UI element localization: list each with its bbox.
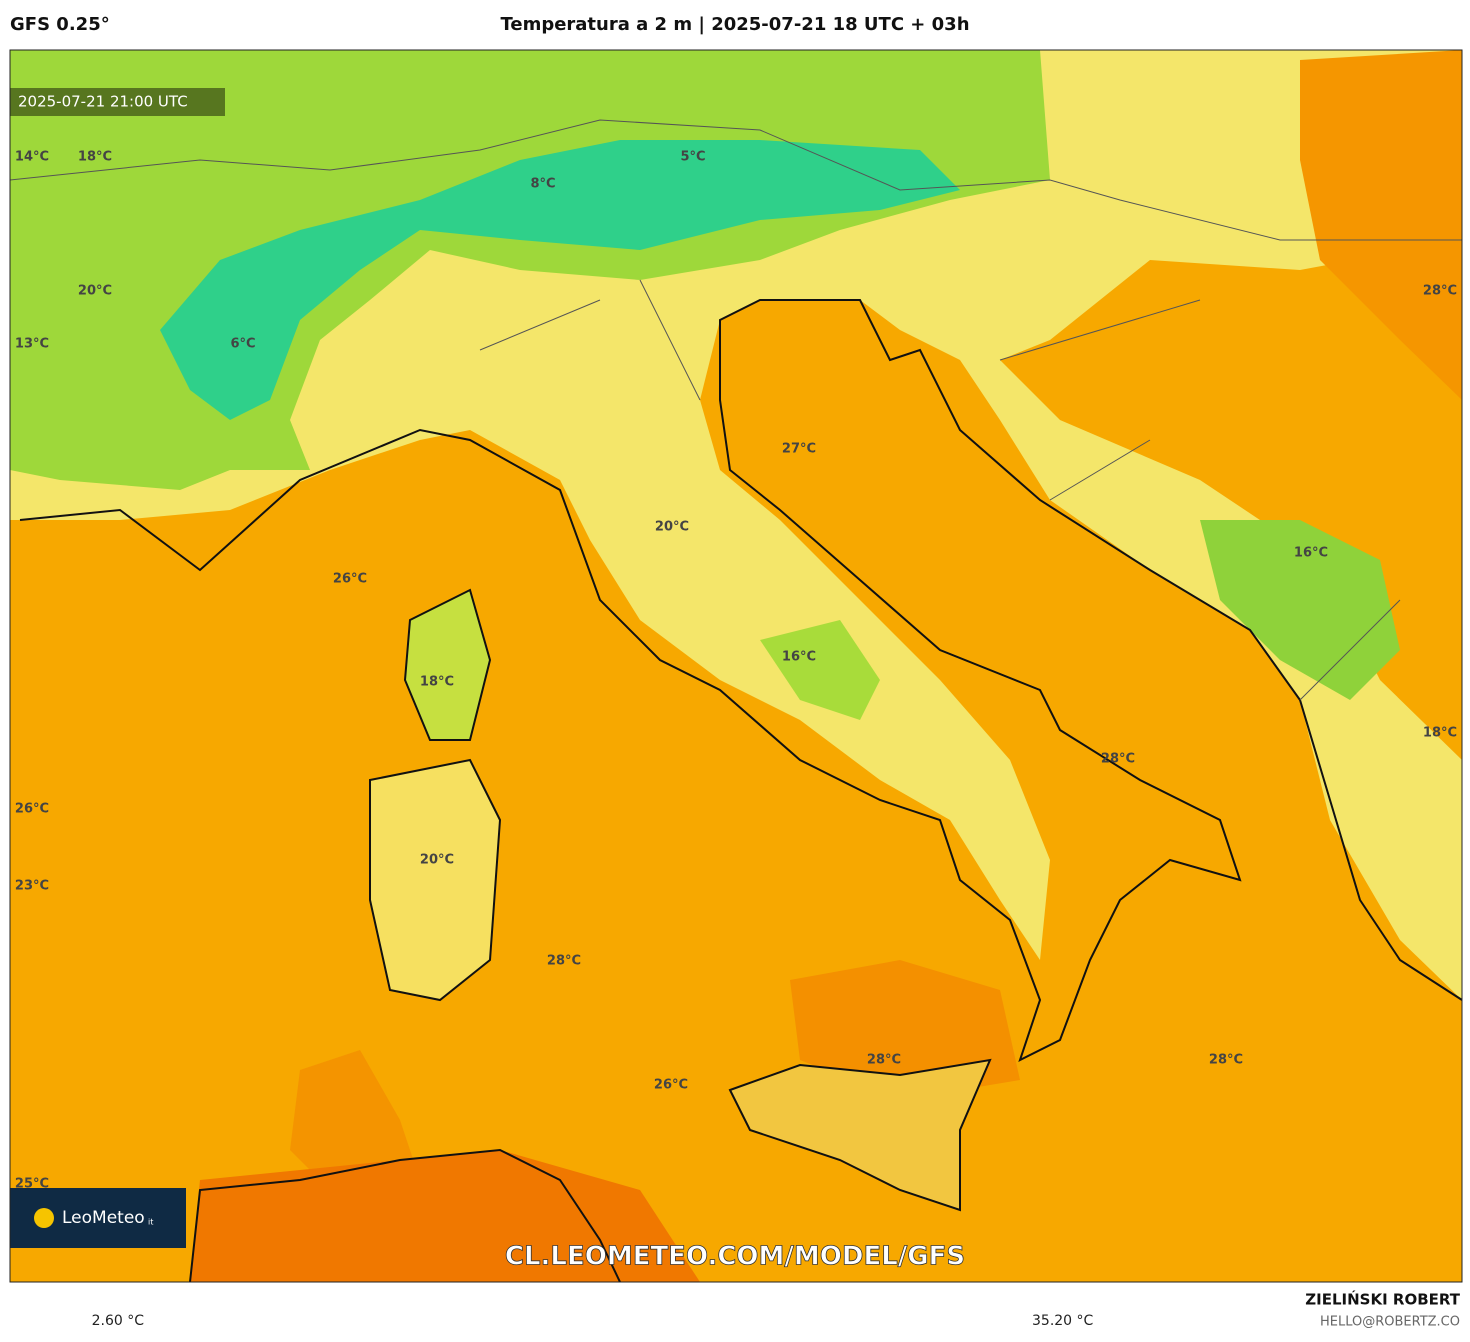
- temperature-label: 16°C: [1294, 546, 1328, 561]
- map: 2025-07-21 21:00 UTC 14°C 18°C 5°C 8°C 20°C 2…: [10, 50, 1462, 1282]
- temperature-label: 26°C: [15, 802, 49, 817]
- temperature-label: 6°C: [230, 337, 255, 352]
- temperature-label: 28°C: [1101, 752, 1135, 767]
- logo-suffix: it: [148, 1218, 153, 1227]
- temperature-label: 28°C: [867, 1053, 901, 1068]
- email: HELLO@ROBERTZ.CO: [1320, 1315, 1460, 1330]
- temperature-label: 28°C: [547, 954, 581, 969]
- temperature-label: 5°C: [680, 150, 705, 165]
- islands: [369, 588, 992, 1212]
- temperature-label: 28°C: [1423, 284, 1457, 299]
- africa-hot: [190, 1150, 700, 1282]
- author: ZIELIŃSKI ROBERT: [1305, 1290, 1460, 1309]
- watermark: CL.LEOMETEO.COM/MODEL/GFS: [505, 1242, 965, 1272]
- temperature-label: 20°C: [655, 520, 689, 535]
- temperature-label: 20°C: [78, 284, 112, 299]
- corsica: [405, 590, 490, 740]
- temperature-label: 20°C: [420, 853, 454, 868]
- coastline: [19, 299, 1462, 1062]
- temperature-label: 18°C: [78, 150, 112, 165]
- temperature-label: 25°C: [15, 1177, 49, 1192]
- model-name: GFS 0.25°: [10, 14, 110, 35]
- east-warm: [1300, 50, 1462, 400]
- temperature-label: 28°C: [1209, 1053, 1243, 1068]
- logo-sun: [34, 1208, 54, 1228]
- temperature-label: 18°C: [1423, 726, 1457, 741]
- temperature-label: 26°C: [654, 1078, 688, 1093]
- alps-cold: [160, 140, 960, 420]
- africa-coast: [189, 1148, 621, 1282]
- temperature-label: 13°C: [15, 337, 49, 352]
- sardinia: [370, 760, 500, 1000]
- temperature-label: 26°C: [333, 572, 367, 587]
- temperature-label: 23°C: [15, 879, 49, 894]
- apennine-cool: [760, 620, 880, 720]
- temperature-label: 18°C: [420, 675, 454, 690]
- borders: [10, 119, 1462, 701]
- valid-time: 2025-07-21 21:00 UTC: [18, 93, 188, 111]
- temperature-label: 16°C: [782, 650, 816, 665]
- colorbar-max: 35.20 °C: [1032, 1313, 1094, 1329]
- time-box: [10, 88, 225, 116]
- map-frame: [9, 49, 1463, 1283]
- temperature-label: 14°C: [15, 150, 49, 165]
- temperature-label: 27°C: [782, 442, 816, 457]
- temperature-label: 8°C: [530, 177, 555, 192]
- map-title: Temperatura a 2 m | 2025-07-21 18 UTC + …: [500, 14, 969, 35]
- logo: LeoMeteo: [62, 1208, 145, 1228]
- colorbar-min: 2.60 °C: [92, 1313, 145, 1329]
- balkan-cool: [1200, 520, 1400, 700]
- sicily: [730, 1060, 990, 1210]
